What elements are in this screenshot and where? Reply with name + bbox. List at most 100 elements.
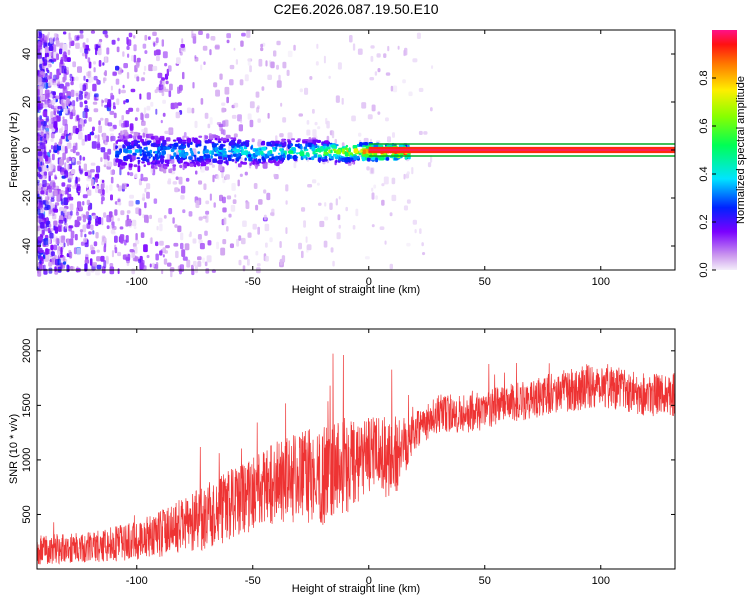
spectral-cell (42, 124, 46, 131)
spectral-cell (84, 233, 87, 238)
spectral-cell (64, 170, 68, 178)
spectral-cell (305, 236, 308, 243)
spectral-cell (159, 240, 164, 246)
spectral-cell (129, 194, 134, 199)
ridge-cell (156, 154, 159, 158)
ridge-cell (157, 163, 162, 168)
spectral-cell (211, 164, 215, 168)
spectral-cell (202, 215, 207, 219)
spectral-cell (191, 268, 195, 276)
spectral-cell (125, 99, 129, 103)
spectral-cell (318, 202, 322, 206)
spectral-cell (267, 112, 270, 119)
spectral-cell (101, 100, 104, 104)
spectral-cell (103, 77, 106, 84)
spectral-cell (83, 75, 86, 81)
spectral-cell (75, 42, 80, 49)
ridge-cell (308, 139, 313, 143)
spectral-cell (124, 239, 127, 246)
spectral-cell (234, 194, 237, 198)
spectral-cell (182, 209, 186, 214)
ridge-cell (124, 141, 130, 146)
spectral-cell (188, 233, 192, 238)
spectral-cell (185, 177, 190, 182)
spectral-cell (74, 219, 80, 228)
spectral-cell (239, 79, 244, 86)
spectral-cell (101, 196, 105, 201)
spectral-cell (180, 232, 184, 241)
spectral-cell (88, 231, 92, 235)
ridge-cell (158, 146, 161, 150)
spectral-cell (69, 203, 74, 211)
spectral-cell (286, 69, 290, 76)
spectral-cell (100, 200, 104, 205)
spectral-cell (67, 135, 72, 140)
spectral-cell (174, 187, 179, 193)
spectral-cell (54, 142, 58, 151)
spectral-cell (142, 43, 147, 49)
ridge-cell (124, 131, 128, 136)
spectral-cell (58, 219, 64, 224)
ridge-cell (139, 153, 143, 157)
spectral-cell (59, 207, 64, 212)
spectral-cell (173, 102, 179, 109)
ridge-cell (142, 154, 147, 157)
spectral-cell (377, 68, 381, 73)
snr-x-label: Height of straight line (km) (292, 583, 420, 595)
spectral-cell (117, 185, 122, 192)
spectral-cell (132, 242, 137, 248)
spectral-cell (80, 241, 85, 246)
spectral-cell (374, 71, 378, 76)
spectral-cell (214, 44, 220, 50)
spectral-cell (75, 92, 79, 97)
spectral-cell (404, 47, 408, 56)
spectral-cell (422, 252, 426, 256)
ridge-cell (283, 141, 287, 147)
spectral-cell (127, 171, 130, 176)
spectral-cell (89, 91, 92, 97)
spectral-cell (194, 55, 197, 59)
spectral-cell (135, 239, 140, 245)
spectral-cell (62, 255, 66, 262)
spectral-cell (135, 61, 140, 69)
ridge-cell (269, 160, 274, 164)
spectral-cell (62, 43, 68, 52)
spectral-cell (144, 113, 150, 119)
spectral-cell (103, 152, 108, 160)
spectral-cell (111, 250, 114, 258)
spectral-cell (45, 67, 49, 72)
spectral-cell (126, 72, 130, 79)
spectral-cell (391, 194, 397, 202)
spectral-cell (63, 85, 67, 90)
spectral-cell (79, 34, 84, 39)
ridge-cell (188, 156, 193, 160)
spectral-cell (76, 115, 79, 121)
spectral-cell (385, 117, 389, 122)
ridge-cell (133, 164, 138, 168)
ridge-cell (222, 140, 227, 144)
ridge-cell (189, 163, 194, 167)
spectral-cell (37, 208, 41, 215)
ridge-cell (193, 137, 198, 142)
spectral-cell (66, 239, 70, 245)
spectral-cell (51, 153, 55, 161)
ridge-cell (278, 160, 281, 163)
spectral-cell (117, 198, 121, 203)
spectral-cell (205, 268, 210, 274)
spectral-cell (79, 30, 84, 34)
spectral-cell (75, 151, 80, 156)
ridge-cell (361, 156, 366, 162)
spectral-cell (52, 182, 56, 188)
spectral-cell (84, 49, 88, 54)
ridge-cell (179, 164, 183, 169)
y-tick-label: -40 (21, 238, 33, 254)
ridge-cell (311, 146, 315, 152)
spectral-cell (77, 183, 81, 192)
spectral-cell (124, 120, 129, 128)
spectral-cell (46, 164, 49, 169)
ridge-cell (205, 154, 211, 159)
spectral-cell (144, 50, 148, 54)
colorbar-tick-label: 0.2 (698, 214, 710, 229)
spectral-cell (186, 259, 191, 268)
spectral-cell (371, 192, 375, 200)
